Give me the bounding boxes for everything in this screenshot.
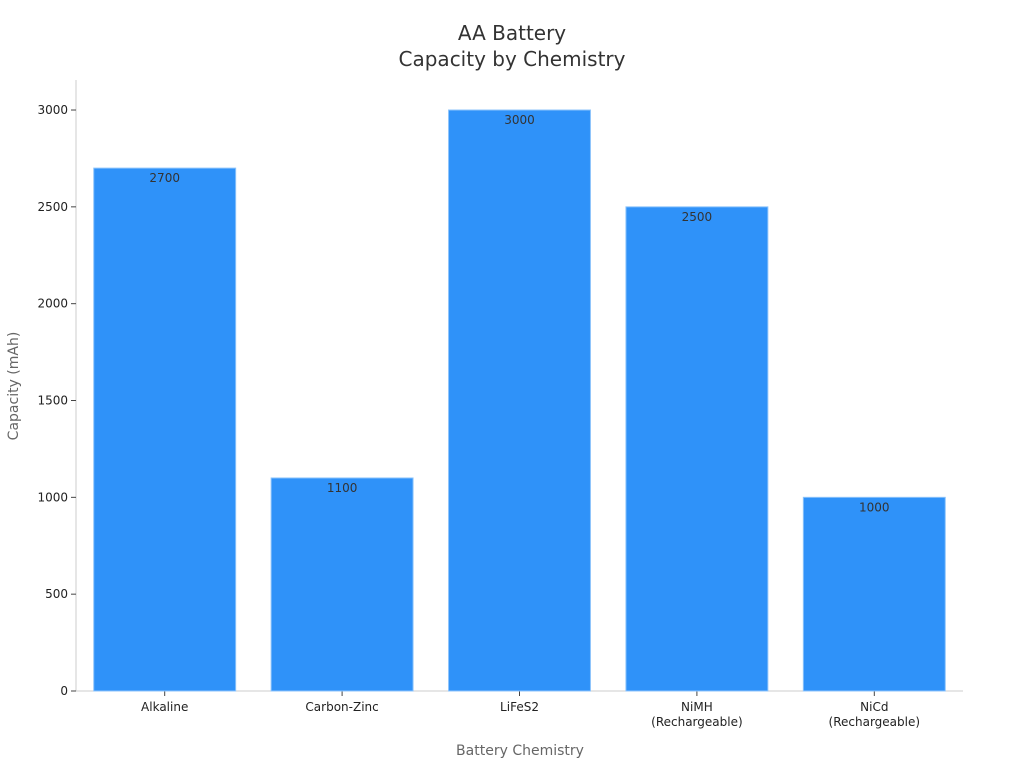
- chart-title: AA Battery Capacity by Chemistry: [399, 21, 626, 71]
- y-tick-label: 3000: [37, 103, 68, 117]
- y-tick-label: 0: [60, 684, 68, 698]
- value-label: 3000: [504, 113, 535, 127]
- value-label: 1100: [327, 481, 358, 495]
- x-tick-label: NiCd (Rechargeable): [829, 700, 921, 729]
- y-axis-label: Capacity (mAh): [6, 332, 22, 441]
- y-tick-label: 2000: [37, 297, 68, 311]
- y-tick-label: 500: [45, 587, 68, 601]
- x-tick-label: NiMH (Rechargeable): [651, 700, 743, 729]
- y-tick-label: 2500: [37, 200, 68, 214]
- bar: [802, 496, 946, 692]
- value-label: 2700: [149, 171, 180, 185]
- bar: [270, 477, 414, 692]
- x-axis-label: Battery Chemistry: [456, 743, 584, 759]
- x-tick-label: LiFeS2: [500, 700, 539, 714]
- y-tick-label: 1000: [37, 490, 68, 504]
- bar: [93, 167, 237, 692]
- value-label: 1000: [859, 500, 890, 514]
- value-label: 2500: [682, 210, 713, 224]
- x-tick-label: Carbon-Zinc: [305, 700, 378, 714]
- y-tick-label: 1500: [37, 394, 68, 408]
- bar: [625, 206, 769, 692]
- x-tick-label: Alkaline: [141, 700, 188, 714]
- bar: [448, 109, 591, 692]
